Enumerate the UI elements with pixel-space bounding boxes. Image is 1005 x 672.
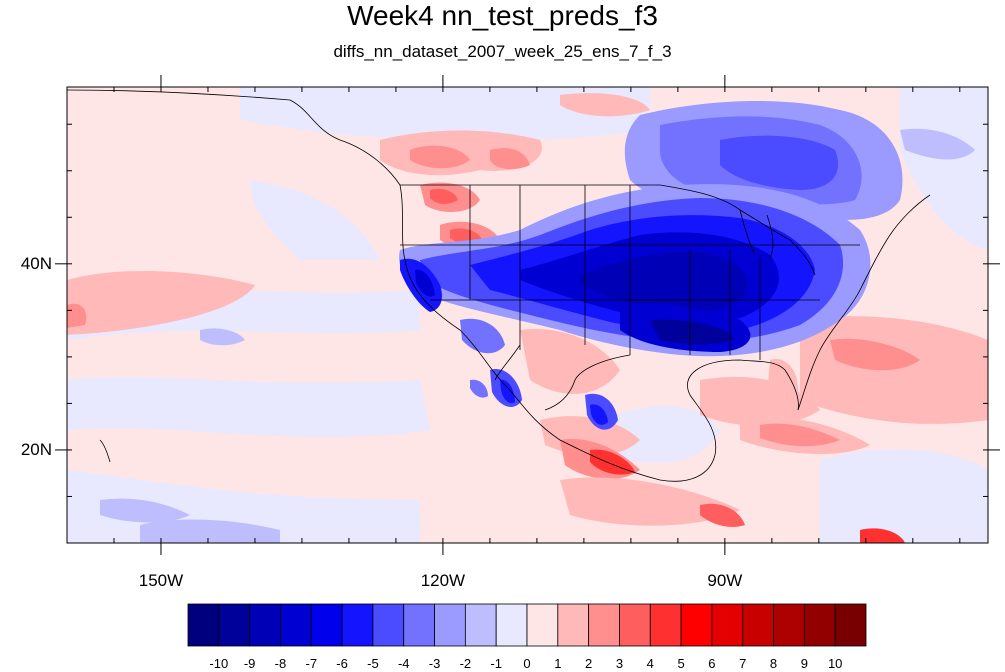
colorbar-swatch xyxy=(310,603,343,647)
coastlines xyxy=(67,89,931,482)
colorbar-swatch xyxy=(588,603,620,647)
colorbar-label: 6 xyxy=(708,656,716,671)
colorbar-label: -9 xyxy=(243,656,256,671)
colorbar-label: 3 xyxy=(615,656,624,671)
colorbar-swatch xyxy=(187,603,220,647)
colorbar-label: -5 xyxy=(367,656,379,671)
colorbar-swatch xyxy=(711,603,744,647)
colorbar-swatch xyxy=(619,603,651,647)
colorbar-label: -10 xyxy=(209,656,229,671)
colorbar-swatch xyxy=(773,603,805,647)
colorbar-label: -4 xyxy=(397,656,410,671)
colorbar-label: 9 xyxy=(800,656,808,671)
map-frame xyxy=(66,86,989,544)
colorbar-swatch xyxy=(803,603,836,647)
colorbar-label: 7 xyxy=(739,656,747,671)
colorbar-label: -1 xyxy=(490,656,502,671)
colorbar-swatch xyxy=(680,603,713,647)
colorbar-label: 0 xyxy=(523,656,531,671)
colorbar-label: -8 xyxy=(274,656,287,671)
colorbar-swatch xyxy=(557,603,590,647)
anomaly-field xyxy=(67,87,988,543)
colorbar-swatch xyxy=(218,603,251,647)
map-subtitle: diffs_nn_dataset_2007_week_25_ens_7_f_3 xyxy=(333,42,672,61)
lon-tick-label: 90W xyxy=(707,571,743,590)
axis-ticks xyxy=(55,75,1000,555)
lon-tick-label: 120W xyxy=(420,571,466,590)
colorbar-label: -6 xyxy=(336,656,348,671)
colorbar-swatch xyxy=(372,603,405,647)
colorbar-label: 8 xyxy=(769,656,778,671)
map-title: Week4 nn_test_preds_f3 xyxy=(347,0,658,31)
colorbar-swatch xyxy=(249,603,281,647)
colorbar-label: 2 xyxy=(585,656,593,671)
colorbar-label: 5 xyxy=(677,656,685,671)
colorbar-swatch xyxy=(464,603,497,647)
anomaly-map xyxy=(55,75,1000,555)
colorbar-swatch xyxy=(834,603,867,647)
colorbar-swatch xyxy=(649,603,682,647)
colorbar-label: -3 xyxy=(428,656,441,671)
colorbar-swatch xyxy=(742,603,774,647)
lon-tick-label: 150W xyxy=(138,571,184,590)
colorbar-swatch xyxy=(280,603,312,647)
colorbar-label: 10 xyxy=(827,656,843,671)
colorbar-swatch xyxy=(341,603,374,647)
colorbar-swatch xyxy=(434,603,466,647)
colorbar-label: -7 xyxy=(305,656,318,671)
lat-tick-label: 40N xyxy=(20,253,52,273)
colorbar-swatch xyxy=(403,603,435,647)
lat-tick-label: 20N xyxy=(20,439,52,459)
colorbar-label: 4 xyxy=(646,656,654,671)
colorbar-swatch xyxy=(526,603,559,647)
colorbar-swatch xyxy=(495,603,528,647)
colorbar-label: -2 xyxy=(459,656,472,671)
colorbar-label: 1 xyxy=(554,656,562,671)
